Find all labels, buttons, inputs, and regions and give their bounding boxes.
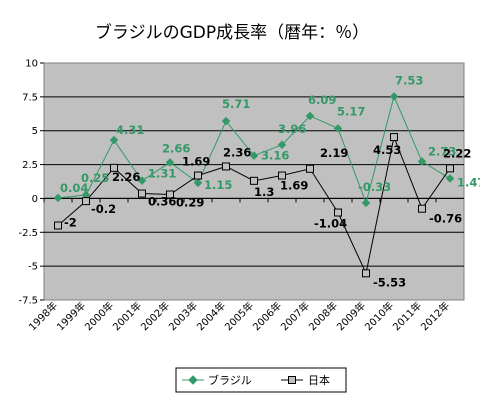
x-tick-label: 2000年 <box>82 299 116 333</box>
data-point <box>193 178 203 188</box>
x-tick-label: 2005年 <box>222 299 256 333</box>
data-label: 1.15 <box>204 178 232 192</box>
data-point <box>110 163 118 172</box>
data-point <box>222 162 230 171</box>
legend: ブラジル 日本 <box>175 367 347 393</box>
data-label: 1.69 <box>182 155 210 169</box>
legend-box <box>175 367 347 393</box>
data-label: 3.96 <box>278 122 306 136</box>
data-label: 5.17 <box>337 104 365 118</box>
data-label: -2 <box>64 216 77 230</box>
y-tick-label: 7.5 <box>22 92 38 103</box>
legend-label-brazil: ブラジル <box>208 373 252 387</box>
data-point <box>137 176 147 186</box>
data-label: 4.53 <box>373 143 401 157</box>
x-tick-label: 2012年 <box>418 299 452 333</box>
data-point <box>165 158 175 167</box>
data-point <box>305 111 315 121</box>
data-point <box>418 204 426 213</box>
data-label: 3.16 <box>261 149 289 163</box>
data-label: 5.71 <box>222 97 250 111</box>
data-label: 1.3 <box>254 185 274 199</box>
data-point <box>53 193 63 203</box>
data-point <box>109 135 119 145</box>
x-tick-label: 2010年 <box>362 299 396 333</box>
data-point <box>54 221 62 230</box>
data-point <box>362 269 370 278</box>
x-tick-label: 2002年 <box>138 299 172 333</box>
legend-marker-japan <box>288 376 296 384</box>
data-point <box>417 157 427 166</box>
x-tick-label: 2004年 <box>194 299 228 333</box>
data-label: -0.33 <box>358 180 391 194</box>
legend-label-japan: 日本 <box>308 373 330 387</box>
y-tick-label: 2.5 <box>22 160 38 171</box>
data-point <box>278 171 286 180</box>
data-label: -5.53 <box>373 275 406 289</box>
data-point <box>361 198 371 208</box>
x-tick-label: 1999年 <box>54 299 88 333</box>
data-point <box>306 164 314 173</box>
data-label: 2.26 <box>112 170 140 184</box>
y-tick-label: 10 <box>25 59 38 70</box>
data-point <box>277 140 287 150</box>
x-tick-label: 2001年 <box>110 299 144 333</box>
data-label: 1.47 <box>457 176 480 190</box>
data-label: 2.36 <box>223 145 251 159</box>
data-label: 0.25 <box>81 171 109 185</box>
y-axis: 10 7.5 5 2.5 0 -2.5 -5 -7.5 <box>18 59 44 307</box>
data-labels: 0.040.25 4.31 1.31 2.66 1.15 5.71 3.16 3.96 6.09… <box>60 73 480 289</box>
data-point <box>166 190 174 199</box>
data-point <box>389 92 399 101</box>
data-label: 1.31 <box>148 167 176 181</box>
x-tick-label: 2003年 <box>166 299 200 333</box>
x-tick-label: 2008年 <box>306 299 340 333</box>
data-label: -0.76 <box>429 212 462 226</box>
data-label: 4.31 <box>116 123 144 137</box>
series-group <box>53 92 455 278</box>
data-point <box>333 124 343 133</box>
data-label: 1.69 <box>280 179 308 193</box>
y-tick-label: -5 <box>28 262 38 273</box>
x-tick-label: 2006年 <box>250 299 284 333</box>
data-label: 2.73 <box>428 144 456 158</box>
data-label: -0.2 <box>91 202 116 216</box>
data-label: 7.53 <box>395 73 423 87</box>
data-point <box>82 197 90 206</box>
y-tick-label: -2.5 <box>18 228 38 239</box>
chart-title: ブラジルのGDP成長率（暦年：％） <box>95 22 369 43</box>
data-point <box>138 189 146 198</box>
data-point <box>446 164 454 173</box>
data-label: 2.66 <box>162 141 190 155</box>
data-point <box>249 151 259 160</box>
data-label: 6.09 <box>308 93 336 107</box>
x-tick-label: 2011年 <box>390 299 424 333</box>
data-point <box>445 174 455 183</box>
y-tick-label: -7.5 <box>18 296 38 307</box>
x-tick-label: 2009年 <box>334 299 368 333</box>
data-label: 0.29 <box>176 196 204 210</box>
y-tick-label: 5 <box>32 126 38 137</box>
data-point <box>250 176 258 185</box>
data-label: -1.04 <box>314 217 347 231</box>
x-tick-label: 2007年 <box>278 299 312 333</box>
data-point <box>334 208 342 217</box>
data-label: 2.22 <box>443 146 471 160</box>
data-label: 0.04 <box>60 181 88 195</box>
data-label: 2.19 <box>320 146 348 160</box>
legend-marker-brazil <box>188 375 198 385</box>
data-point <box>390 133 398 142</box>
data-point <box>194 171 202 180</box>
y-tick-label: 0 <box>32 194 38 205</box>
data-point <box>221 116 231 126</box>
data-label: 0.36 <box>148 195 176 209</box>
